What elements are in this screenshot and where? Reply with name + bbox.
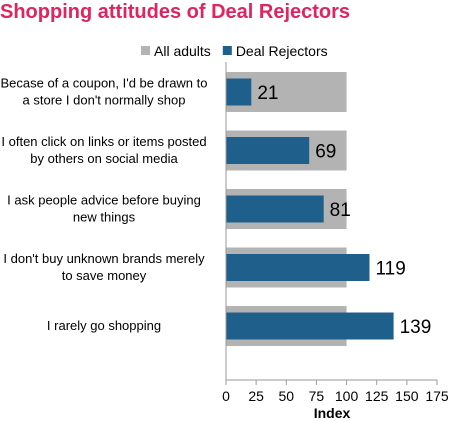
- x-tick-label-150: 150: [395, 388, 419, 404]
- x-axis: 0 25 50 75 100 125 150 175: [222, 62, 449, 404]
- category-label-2-line-2: by others on social media: [30, 151, 178, 166]
- bar-deal-rejectors-5: [226, 312, 394, 340]
- bar-deal-rejectors-3: [226, 195, 324, 223]
- category-label-1-line-2: a store I don't normally shop: [23, 93, 186, 108]
- data-labels: 21 69 81 119 139: [257, 83, 431, 338]
- legend-label-all-adults: All adults: [154, 43, 211, 59]
- category-label-4-line-2: to save money: [62, 268, 147, 283]
- x-tick-label-100: 100: [335, 388, 359, 404]
- data-label-2: 69: [315, 142, 336, 163]
- category-label-1-line-1: Becase of a coupon, I'd be drawn to: [0, 76, 207, 91]
- category-label-4-line-1: I don't buy unknown brands merely: [3, 251, 205, 266]
- data-label-4: 119: [375, 259, 405, 280]
- data-label-5: 139: [400, 317, 432, 338]
- x-tick-label-125: 125: [365, 388, 389, 404]
- legend-swatch-all-adults: [141, 46, 150, 55]
- chart-title: Shopping attitudes of Deal Rejectors: [0, 1, 351, 23]
- deal-rejectors-bars: [226, 78, 394, 340]
- x-tick-label-75: 75: [309, 388, 325, 404]
- legend-swatch-deal-rejectors: [222, 46, 232, 55]
- x-axis-title: Index: [314, 405, 351, 421]
- x-tick-label-175: 175: [425, 388, 449, 404]
- bar-deal-rejectors-2: [226, 137, 310, 164]
- category-label-5-line-1: I rarely go shopping: [47, 318, 161, 333]
- category-label-3-line-2: new things: [73, 210, 136, 225]
- category-label-3-line-1: I ask people advice before buying: [7, 193, 201, 208]
- x-tick-label-0: 0: [222, 388, 230, 404]
- data-label-1: 21: [257, 83, 278, 104]
- legend-label-deal-rejectors: Deal Rejectors: [236, 43, 328, 59]
- legend: All adults Deal Rejectors: [141, 43, 328, 59]
- category-label-2-line-1: I often click on links or items posted: [1, 134, 206, 149]
- bar-deal-rejectors-4: [226, 254, 370, 281]
- x-tick-label-25: 25: [248, 388, 264, 404]
- x-tick-label-50: 50: [278, 388, 294, 404]
- bar-deal-rejectors-1: [226, 78, 252, 106]
- data-label-3: 81: [330, 200, 351, 221]
- category-labels: Becase of a coupon, I'd be drawn to a sto…: [0, 76, 207, 334]
